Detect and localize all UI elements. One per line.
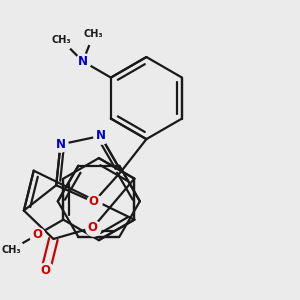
Text: O: O bbox=[32, 228, 42, 241]
Text: N: N bbox=[96, 129, 106, 142]
Text: O: O bbox=[41, 264, 51, 277]
Text: N: N bbox=[56, 138, 65, 151]
Text: CH₃: CH₃ bbox=[1, 245, 21, 255]
Text: O: O bbox=[88, 221, 98, 234]
Text: CH₃: CH₃ bbox=[51, 35, 71, 45]
Text: O: O bbox=[89, 195, 99, 208]
Text: N: N bbox=[78, 55, 88, 68]
Text: CH₃: CH₃ bbox=[84, 29, 103, 39]
